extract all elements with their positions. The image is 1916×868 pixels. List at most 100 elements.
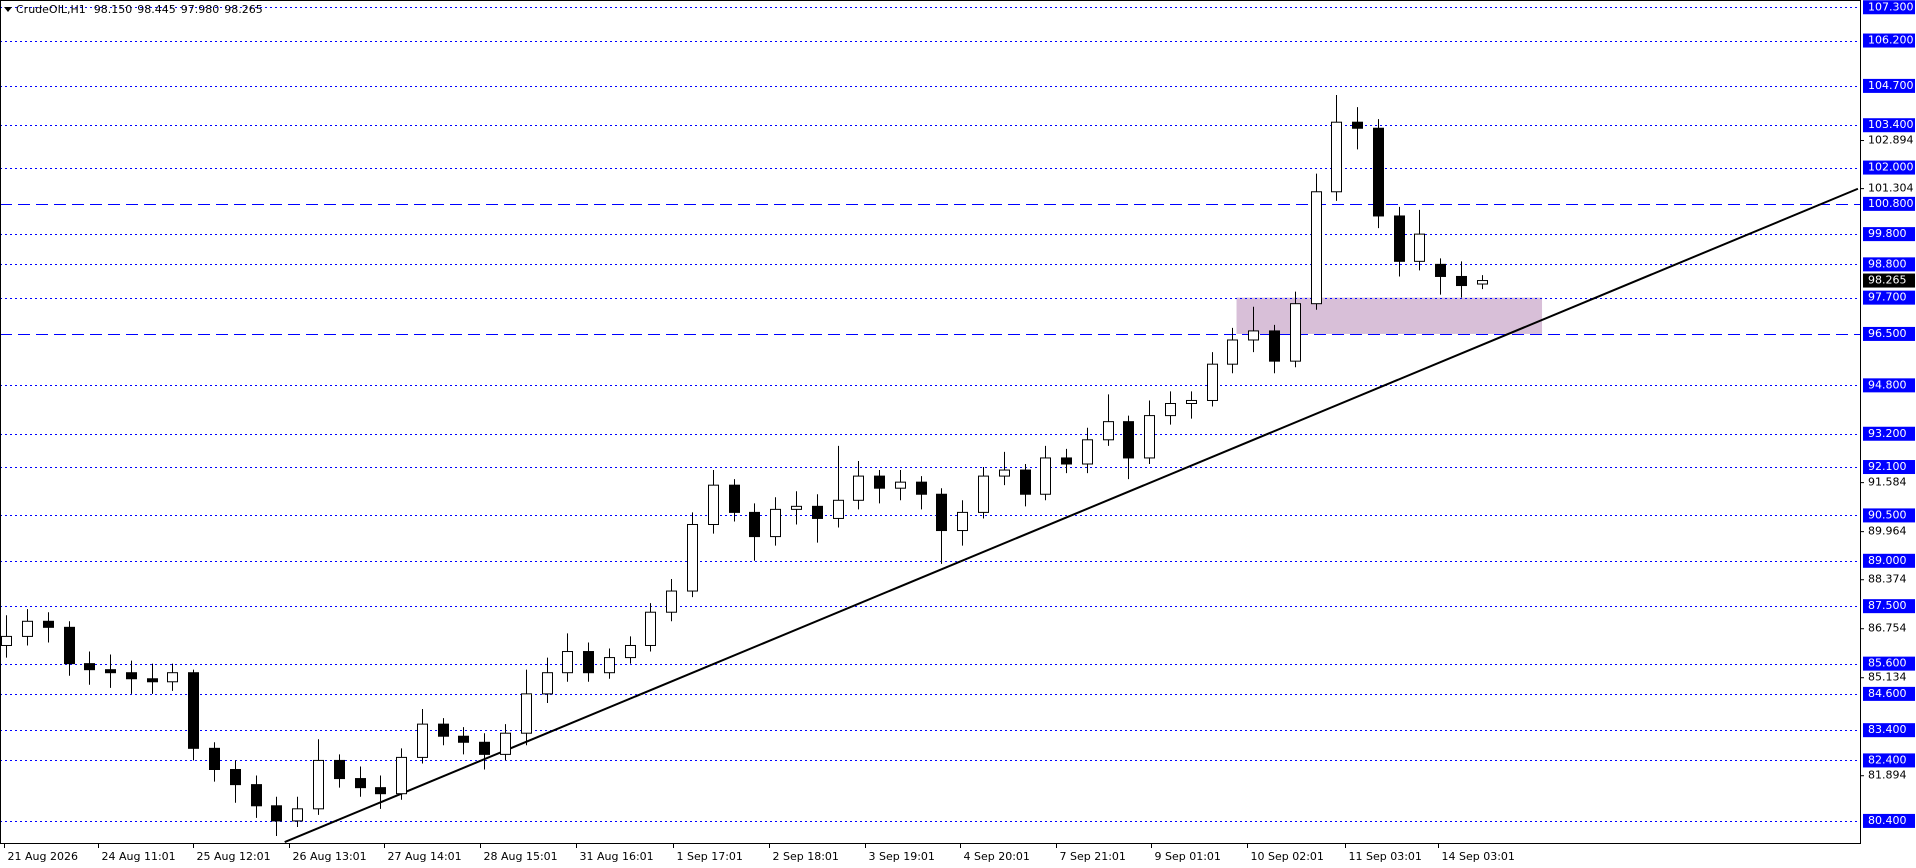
candle-body — [729, 484, 740, 513]
candle-body — [645, 611, 656, 646]
candle-body — [1373, 127, 1384, 217]
level-label-box — [1863, 78, 1915, 93]
level-label: 100.800 — [1868, 197, 1914, 210]
x-tick-label: 11 Sep 03:01 — [1349, 850, 1422, 863]
candle-body — [438, 723, 449, 737]
level-label-box — [1863, 813, 1915, 828]
level-label-box — [1863, 599, 1915, 614]
x-tick-label: 27 Aug 14:01 — [388, 850, 462, 863]
candle-body — [1456, 275, 1467, 287]
candle-body — [313, 759, 324, 810]
header-value: 98.445 — [137, 3, 176, 16]
x-tick-label: 2 Sep 18:01 — [773, 850, 839, 863]
candle-body — [188, 672, 199, 749]
level-label-box — [1863, 686, 1915, 701]
candle-body — [147, 678, 158, 683]
level-label: 83.400 — [1868, 723, 1907, 736]
x-tick-label: 21 Aug 2026 — [8, 850, 78, 863]
candle-body — [292, 808, 303, 822]
level-label-box — [1863, 0, 1915, 15]
candle-body — [562, 651, 573, 674]
candle-body — [458, 735, 469, 743]
level-label: 92.100 — [1868, 460, 1907, 473]
candle-body — [375, 787, 386, 795]
candle-body — [500, 732, 511, 755]
candle-body — [874, 475, 885, 489]
candle-body — [1103, 421, 1114, 441]
candle-body — [833, 499, 844, 519]
level-label-box — [1863, 723, 1915, 738]
menu-arrow[interactable] — [4, 7, 12, 12]
level-label: 99.800 — [1868, 227, 1907, 240]
candle-body — [396, 756, 407, 795]
current-price-box — [1863, 273, 1915, 288]
x-tick-label: 7 Sep 21:01 — [1060, 850, 1126, 863]
candle-body — [1186, 399, 1197, 405]
level-label-box — [1863, 257, 1915, 272]
candle-body — [1394, 215, 1405, 262]
candle-body — [1020, 469, 1031, 495]
level-label-box — [1863, 160, 1915, 175]
candle-body — [84, 663, 95, 671]
x-tick-label: 14 Sep 03:01 — [1442, 850, 1515, 863]
level-label: 87.500 — [1868, 599, 1907, 612]
x-tick-label: 3 Sep 19:01 — [869, 850, 935, 863]
y-tick-label: 101.304 — [1868, 182, 1914, 195]
candle-body — [853, 475, 864, 501]
level-label: 80.400 — [1868, 814, 1907, 827]
trendline — [284, 187, 1859, 844]
candle-body — [334, 759, 345, 780]
level-label: 104.700 — [1868, 79, 1914, 92]
candle-body — [666, 590, 677, 613]
candle-body — [687, 523, 698, 592]
candle-body — [936, 493, 947, 532]
candle-body — [1331, 121, 1342, 193]
candle-body — [625, 644, 636, 659]
candle-body — [1082, 439, 1093, 465]
candle-body — [791, 505, 802, 510]
y-tick-label: 88.374 — [1868, 573, 1907, 586]
level-label-box — [1863, 460, 1915, 475]
x-tick-label: 1 Sep 17:01 — [677, 850, 743, 863]
candle-body — [1123, 421, 1134, 459]
candle-body — [417, 723, 428, 758]
candle-body — [1227, 339, 1238, 365]
level-label: 102.000 — [1868, 161, 1914, 174]
candle-body — [957, 511, 968, 532]
candle-body — [1290, 303, 1301, 362]
candle-body — [355, 778, 366, 789]
x-tick-label: 28 Aug 15:01 — [484, 850, 558, 863]
y-tick-label: 85.134 — [1868, 671, 1907, 684]
level-label-box — [1863, 656, 1915, 671]
level-label-box — [1863, 196, 1915, 211]
candle-body — [251, 784, 262, 807]
level-label-box — [1863, 378, 1915, 393]
candle-body — [230, 768, 241, 786]
level-label: 85.600 — [1868, 657, 1907, 670]
x-tick-label: 31 Aug 16:01 — [580, 850, 654, 863]
candle-body — [749, 511, 760, 538]
candle-body — [271, 805, 282, 822]
candle-body — [770, 508, 781, 538]
candle-body — [105, 669, 116, 674]
candle-body — [1311, 191, 1322, 305]
candle-body — [521, 693, 532, 734]
current-price-label: 98.265 — [1868, 274, 1907, 287]
candle-body — [583, 651, 594, 674]
candle-body — [916, 481, 927, 495]
candle-body — [542, 672, 553, 695]
x-tick-label: 26 Aug 13:01 — [293, 850, 367, 863]
level-label-box — [1863, 290, 1915, 305]
candle-body — [479, 741, 490, 755]
candle-body — [1165, 403, 1176, 417]
candle-body — [167, 672, 178, 683]
x-tick-label: 24 Aug 11:01 — [102, 850, 176, 863]
candle-body — [999, 469, 1010, 477]
level-label-box — [1863, 553, 1915, 568]
candle-body — [895, 481, 906, 489]
candle-body — [708, 484, 719, 525]
x-tick-label: 25 Aug 12:01 — [197, 850, 271, 863]
y-tick-label: 102.894 — [1868, 134, 1914, 147]
candle-body — [1, 635, 12, 646]
